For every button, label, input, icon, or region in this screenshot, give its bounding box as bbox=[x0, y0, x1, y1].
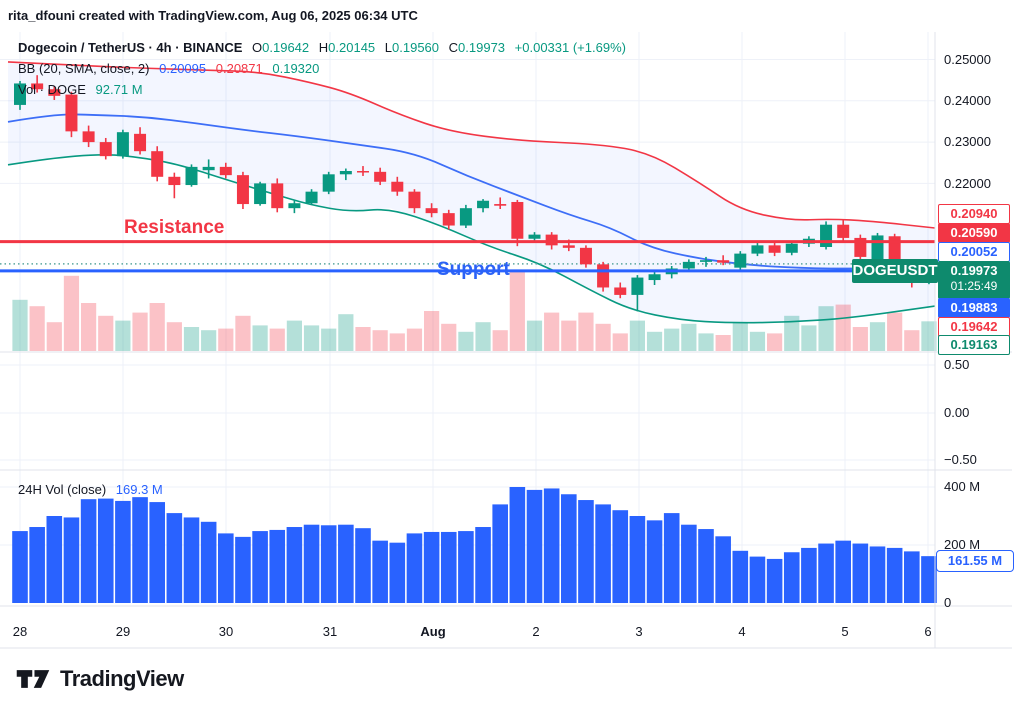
watermark-credit: rita_dfouni created with TradingView.com… bbox=[8, 8, 418, 23]
price-axis-tick: 0.25000 bbox=[944, 52, 991, 67]
vol24h-status-line[interactable]: 24H Vol (close) 169.3 M bbox=[18, 482, 163, 497]
close-label: C bbox=[448, 40, 459, 55]
indicator-axis-tick: 0.50 bbox=[944, 357, 970, 372]
open-label: O bbox=[252, 40, 263, 55]
resistance-annotation[interactable]: Resistance bbox=[124, 217, 225, 238]
time-axis-tick: 31 bbox=[322, 624, 338, 639]
support-annotation[interactable]: Support bbox=[437, 259, 510, 280]
volume-value: 92.71 M bbox=[95, 82, 143, 97]
vol24h-value: 169.3 M bbox=[115, 482, 163, 497]
time-axis-tick: 5 bbox=[841, 624, 849, 639]
volume-axis-tick: 200 M bbox=[944, 537, 981, 552]
time-axis-tick: Aug bbox=[420, 624, 446, 639]
price-axis-tick: 0.22000 bbox=[944, 176, 991, 191]
change-value: +0.00331 (+1.69%) bbox=[514, 40, 626, 55]
close-value: 0.19973 bbox=[458, 40, 506, 55]
price-label-0.19973: 0.19973 01:25:49 bbox=[938, 261, 1010, 299]
bb-label[interactable]: BB (20, SMA, close, 2) bbox=[18, 61, 150, 76]
time-axis-tick: 3 bbox=[635, 624, 643, 639]
low-value: 0.19560 bbox=[392, 40, 440, 55]
bb-lower-value: 0.19320 bbox=[272, 61, 320, 76]
price-label-0.20052: 0.20052 bbox=[938, 242, 1010, 262]
tradingview-logo-icon bbox=[16, 670, 50, 688]
price-label-0.19883: 0.19883 bbox=[938, 298, 1010, 318]
vol24h-label[interactable]: 24H Vol (close) bbox=[18, 482, 107, 497]
time-axis-tick: 4 bbox=[738, 624, 746, 639]
high-label: H bbox=[318, 40, 329, 55]
price-scale[interactable]: 0.25000 0.24000 0.23000 0.22000 0.50 0.00 −0.5… bbox=[936, 0, 1024, 720]
low-label: L bbox=[384, 40, 393, 55]
time-axis-tick: 28 bbox=[12, 624, 28, 639]
high-value: 0.20145 bbox=[328, 40, 376, 55]
time-axis-tick: 29 bbox=[115, 624, 131, 639]
tradingview-logo[interactable]: TradingView bbox=[16, 666, 184, 692]
bb-status-line[interactable]: BB (20, SMA, close, 2) 0.20095 0.20871 0… bbox=[18, 61, 319, 76]
volume-label[interactable]: Vol · DOGE bbox=[18, 82, 86, 97]
bb-basis-value: 0.20095 bbox=[159, 61, 207, 76]
volume-axis-tick: 0 bbox=[944, 595, 952, 610]
price-label-0.19642: 0.19642 bbox=[938, 317, 1010, 337]
indicator-axis-tick: −0.50 bbox=[944, 452, 977, 467]
open-value: 0.19642 bbox=[262, 40, 310, 55]
price-label-0.20590: 0.20590 bbox=[938, 223, 1010, 243]
time-axis-tick: 2 bbox=[532, 624, 540, 639]
indicator-axis-tick: 0.00 bbox=[944, 405, 970, 420]
tradingview-logo-text: TradingView bbox=[60, 666, 184, 691]
vol24h-current-label: 161.55 M bbox=[936, 550, 1014, 572]
countdown-timer: 01:25:49 bbox=[950, 279, 998, 293]
price-label-0.20940: 0.20940 bbox=[938, 204, 1010, 224]
price-axis-tick: 0.24000 bbox=[944, 93, 991, 108]
symbol-title[interactable]: Dogecoin / TetherUS · 4h · BINANCE bbox=[18, 40, 243, 55]
price-axis-tick: 0.23000 bbox=[944, 134, 991, 149]
symbol-status-line[interactable]: Dogecoin / TetherUS · 4h · BINANCE O0.19… bbox=[18, 40, 626, 55]
volume-status-line[interactable]: Vol · DOGE 92.71 M bbox=[18, 82, 143, 97]
price-label-0.19163: 0.19163 bbox=[938, 335, 1010, 355]
volume-axis-tick: 400 M bbox=[944, 479, 981, 494]
bb-upper-value: 0.20871 bbox=[215, 61, 263, 76]
symbol-name-tag: DOGEUSDT bbox=[852, 259, 938, 283]
time-axis-tick: 6 bbox=[924, 624, 932, 639]
time-axis-tick: 30 bbox=[218, 624, 234, 639]
